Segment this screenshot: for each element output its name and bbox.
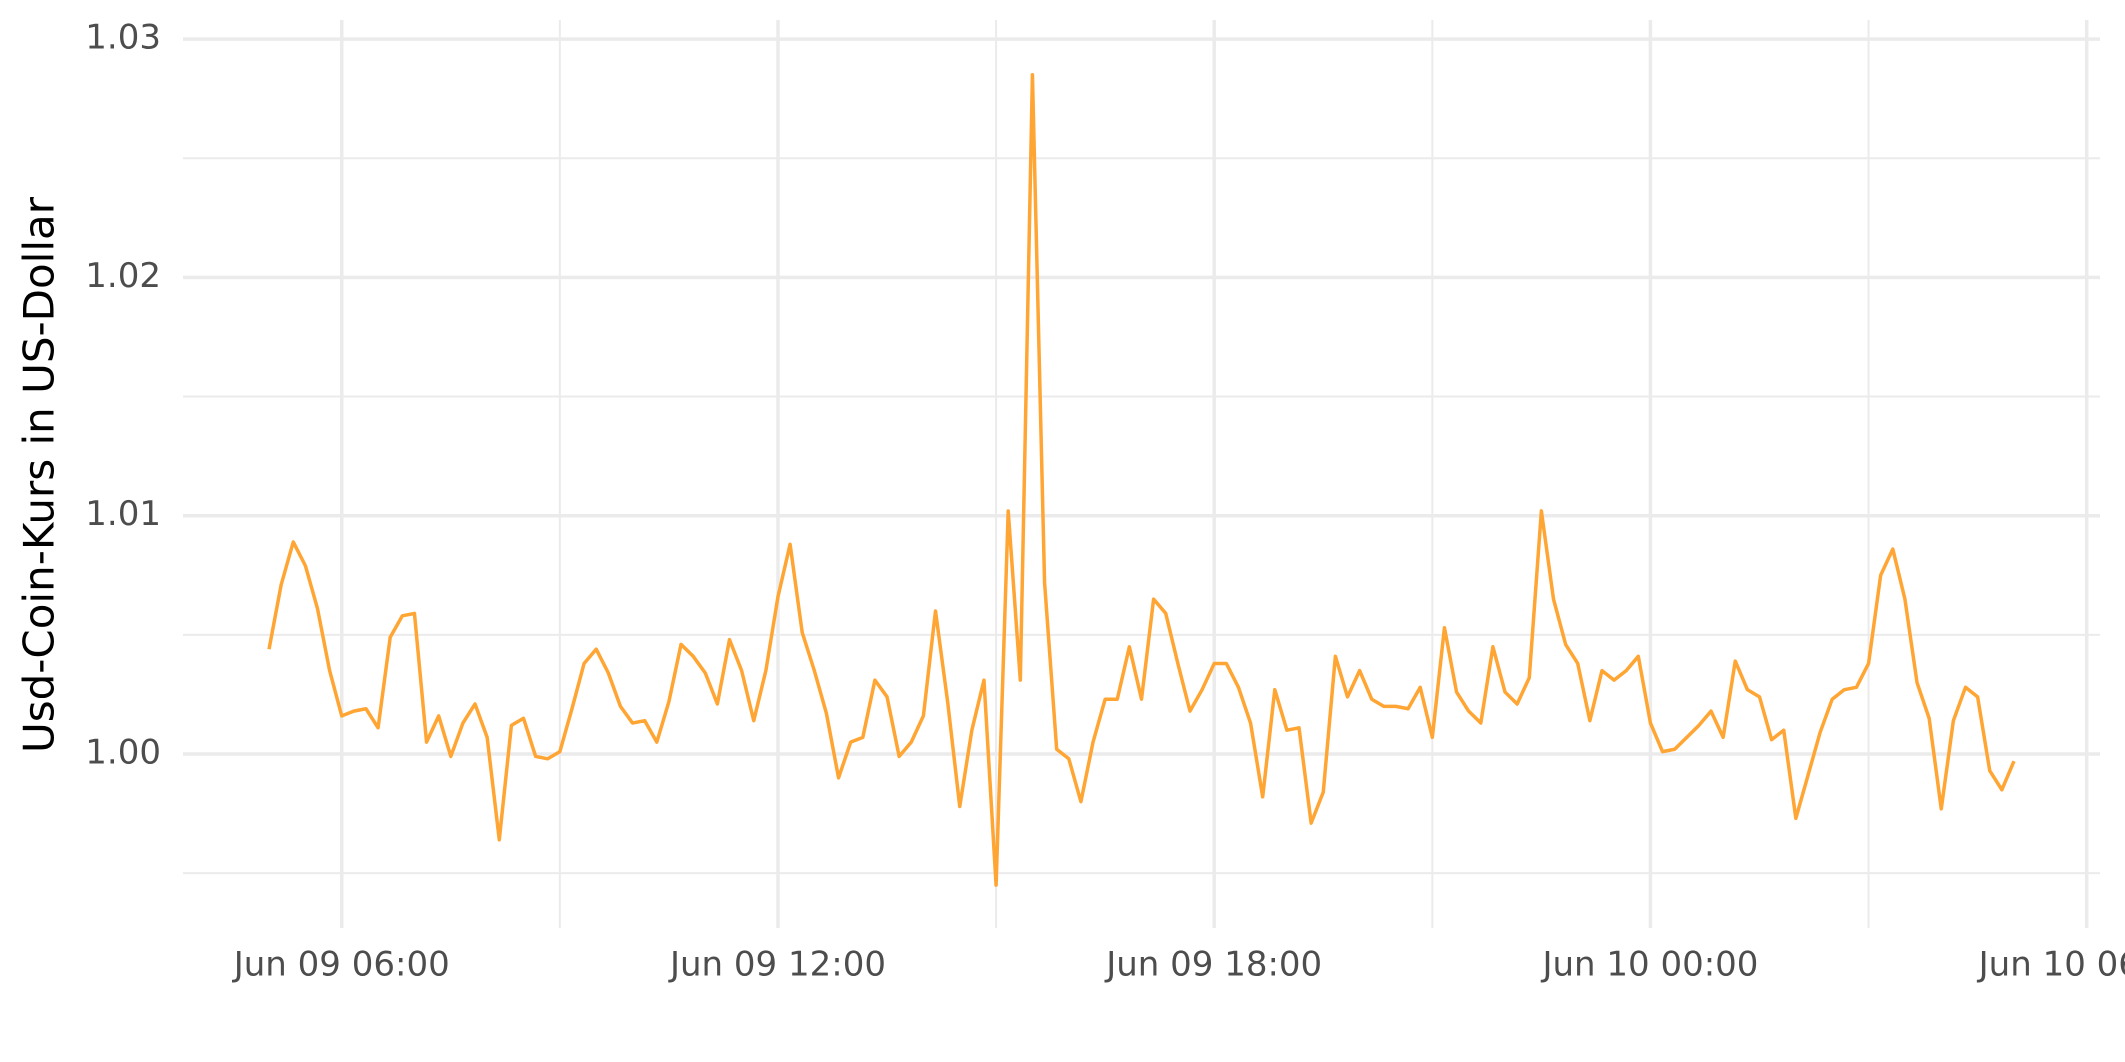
x-tick-label: Jun 10 00:00 (1540, 945, 1758, 985)
y-tick-label: 1.03 (85, 18, 161, 58)
y-tick-label: 1.02 (85, 256, 161, 296)
price-line (267, 73, 2016, 887)
x-tick-label: Jun 09 12:00 (668, 945, 886, 985)
y-axis-title: Usd-Coin-Kurs in US-Dollar (15, 196, 64, 753)
x-tick-label: Jun 09 06:00 (232, 945, 450, 985)
x-tick-label: Jun 10 06:00 (1977, 945, 2125, 985)
y-tick-label: 1.00 (85, 733, 161, 773)
x-tick-label: Jun 09 18:00 (1104, 945, 1322, 985)
y-tick-label: 1.01 (85, 494, 161, 534)
